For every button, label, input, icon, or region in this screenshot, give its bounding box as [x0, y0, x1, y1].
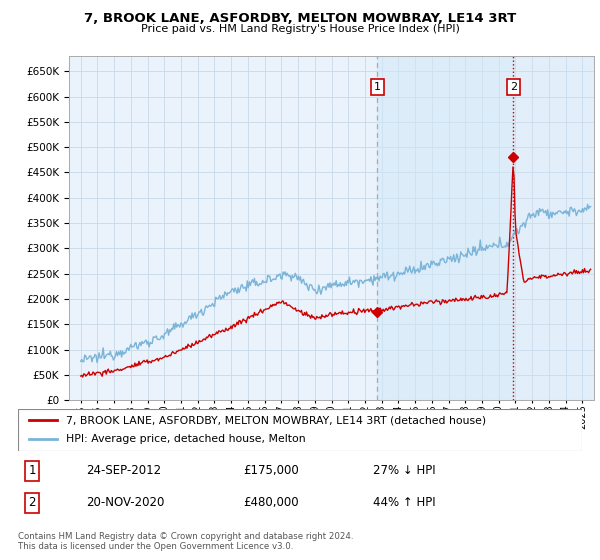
Text: 27% ↓ HPI: 27% ↓ HPI	[373, 464, 436, 478]
Text: 24-SEP-2012: 24-SEP-2012	[86, 464, 161, 478]
Text: 44% ↑ HPI: 44% ↑ HPI	[373, 496, 436, 509]
Text: Contains HM Land Registry data © Crown copyright and database right 2024.
This d: Contains HM Land Registry data © Crown c…	[18, 532, 353, 552]
Text: £480,000: £480,000	[244, 496, 299, 509]
Text: £175,000: £175,000	[244, 464, 299, 478]
Text: 7, BROOK LANE, ASFORDBY, MELTON MOWBRAY, LE14 3RT (detached house): 7, BROOK LANE, ASFORDBY, MELTON MOWBRAY,…	[66, 415, 486, 425]
Text: 1: 1	[374, 82, 380, 92]
Text: 2: 2	[510, 82, 517, 92]
Bar	[514, 56, 594, 400]
Text: 7, BROOK LANE, ASFORDBY, MELTON MOWBRAY, LE14 3RT: 7, BROOK LANE, ASFORDBY, MELTON MOWBRAY,…	[84, 12, 516, 25]
Bar	[377, 56, 514, 400]
Text: 1: 1	[28, 464, 36, 478]
Text: 2: 2	[28, 496, 36, 509]
Text: Price paid vs. HM Land Registry's House Price Index (HPI): Price paid vs. HM Land Registry's House …	[140, 24, 460, 34]
Text: HPI: Average price, detached house, Melton: HPI: Average price, detached house, Melt…	[66, 435, 305, 445]
Text: 20-NOV-2020: 20-NOV-2020	[86, 496, 164, 509]
